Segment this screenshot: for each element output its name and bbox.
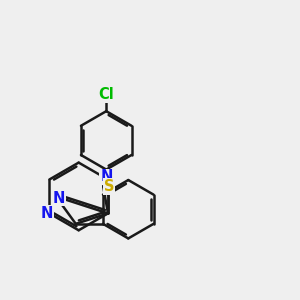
Text: Cl: Cl <box>98 87 114 102</box>
Text: N: N <box>53 190 65 206</box>
Text: N: N <box>40 206 53 221</box>
Text: N: N <box>100 169 112 184</box>
Text: S: S <box>104 179 115 194</box>
